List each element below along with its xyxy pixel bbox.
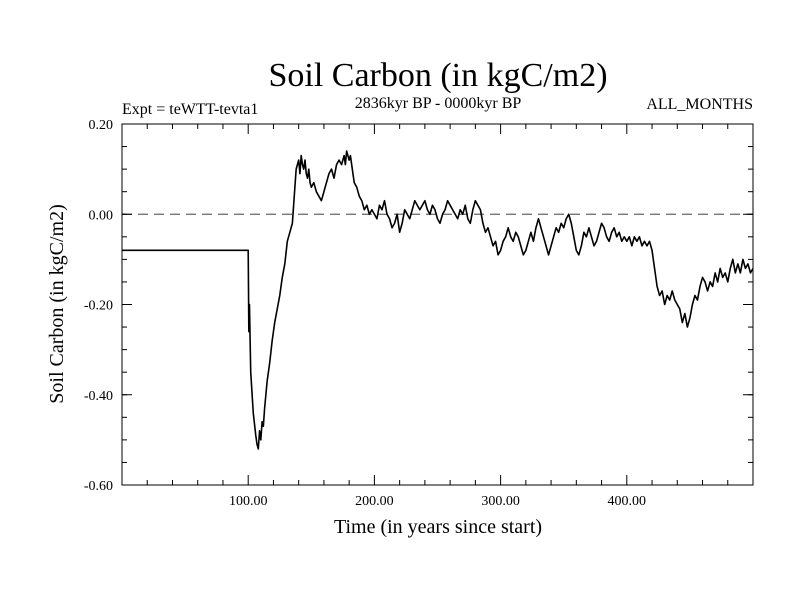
series-line	[122, 150, 754, 450]
plot-area-frame	[121, 123, 754, 486]
y-tick-label: 0.00	[89, 208, 114, 223]
x-axis-label: Time (in years since start)	[334, 516, 542, 538]
x-tick-label: 200.00	[355, 494, 394, 509]
y-tick-label: -0.60	[84, 479, 113, 494]
x-tick-label: 100.00	[229, 494, 268, 509]
months-label: ALL_MONTHS	[646, 96, 753, 113]
expt-label: Expt = teWTT-tevta1	[122, 101, 258, 118]
x-tick-label: 300.00	[481, 494, 520, 509]
y-tick-label: 0.20	[89, 118, 114, 133]
y-axis-label: Soil Carbon (in kgC/m2)	[46, 204, 68, 403]
chart-subtitle: 2836kyr BP - 0000kyr BP	[355, 95, 522, 112]
chart-title: Soil Carbon (in kgC/m2)	[268, 57, 607, 94]
y-tick-label: -0.20	[84, 299, 113, 314]
ticks-layer: 0.20 0.00 -0.20 -0.40 -0.60 100.00 200.00 300.0…	[84, 118, 753, 509]
x-tick-label: 400.00	[608, 494, 647, 509]
y-tick-label: -0.40	[84, 389, 113, 404]
series-layer	[122, 150, 754, 450]
